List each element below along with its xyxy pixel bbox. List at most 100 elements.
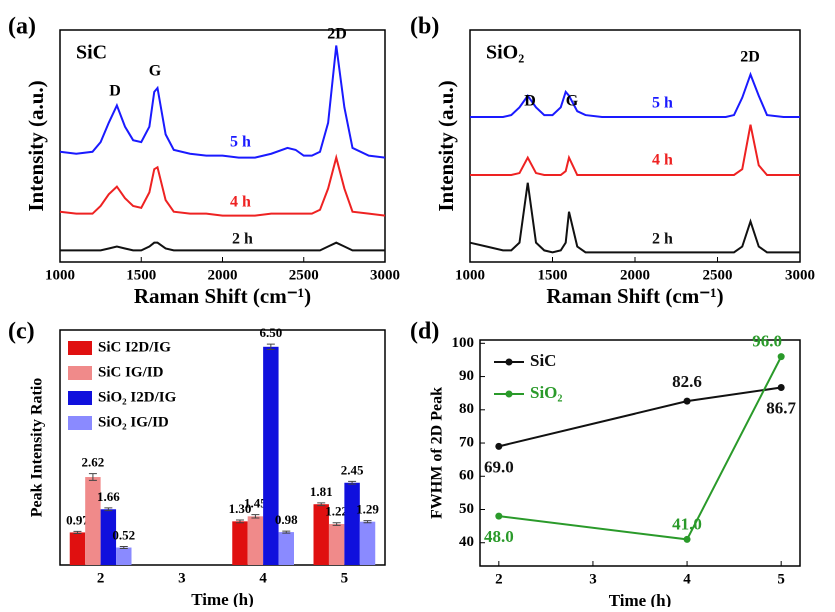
legend-label: SiC I2D/IG — [98, 339, 171, 355]
x-tick-label: 2500 — [289, 267, 319, 283]
legend-marker — [505, 358, 513, 366]
spectrum-line — [470, 71, 800, 118]
legend-label: SiO₂ I2D/IG — [98, 389, 177, 405]
value-label: 96.0 — [752, 332, 782, 351]
bar — [278, 532, 294, 565]
peak-label: 2D — [740, 49, 760, 66]
series-label: 4 h — [230, 194, 251, 211]
x-tick-label: 2 — [495, 571, 503, 587]
series-label: 2 h — [652, 231, 673, 248]
inset-label: SiO₂ — [486, 42, 524, 64]
y-tick-label: 40 — [459, 534, 474, 550]
point — [495, 512, 503, 520]
y-axis-title: Peak Intensity Ratio — [29, 378, 46, 518]
panel-label: (a) — [8, 14, 36, 40]
plot-frame — [479, 339, 801, 567]
series-label: 5 h — [230, 134, 251, 151]
y-tick-label: 80 — [459, 401, 474, 417]
error-bar — [266, 343, 275, 350]
value-label: 1.30 — [229, 501, 252, 516]
plot-frame — [59, 329, 386, 566]
x-tick-label: 1500 — [538, 267, 568, 283]
error-bar — [363, 520, 372, 524]
x-axis-title: Raman Shift (cm⁻¹) — [134, 284, 311, 308]
value-label: 2.62 — [82, 455, 105, 470]
spectrum-line — [470, 124, 800, 176]
bar — [328, 524, 345, 565]
x-tick-label: 3000 — [370, 267, 400, 283]
bar — [116, 547, 132, 565]
bar — [344, 482, 360, 565]
y-axis-title: Intensity (a.u.) — [434, 80, 458, 211]
panel-label: (c) — [8, 319, 35, 345]
x-tick-label: 2000 — [620, 267, 650, 283]
point — [683, 535, 691, 543]
bar — [247, 516, 264, 565]
x-axis-title: Time (h) — [609, 591, 672, 607]
series-label: 4 h — [652, 152, 673, 169]
value-label: 69.0 — [484, 457, 514, 476]
point — [495, 442, 503, 450]
peak-label: D — [109, 83, 121, 100]
value-label: 1.81 — [310, 484, 333, 499]
x-tick-label: 2000 — [208, 267, 238, 283]
x-tick-label: 1500 — [126, 267, 156, 283]
value-label: 0.98 — [275, 512, 298, 527]
x-tick-label: 3000 — [785, 267, 815, 283]
x-tick-label: 5 — [777, 571, 785, 587]
legend-label: SiC — [530, 351, 556, 370]
bar — [85, 477, 101, 565]
point — [683, 397, 691, 405]
error-bar — [282, 530, 291, 534]
point — [777, 384, 785, 392]
x-tick-label: 3 — [589, 571, 597, 587]
error-bar — [104, 507, 113, 512]
bar — [69, 532, 86, 565]
peak-label: G — [149, 63, 162, 80]
error-bar — [73, 530, 82, 534]
value-label: 2.45 — [341, 462, 364, 477]
value-label: 82.6 — [672, 372, 702, 391]
x-tick-label: 1000 — [455, 267, 485, 283]
peak-label: 2D — [327, 26, 347, 43]
bar — [263, 346, 279, 565]
x-tick-label: 5 — [341, 570, 349, 586]
legend-swatch — [68, 416, 92, 430]
spectrum-line — [469, 182, 800, 254]
value-label: 0.97 — [66, 512, 89, 527]
error-bar — [317, 502, 326, 507]
peak-label: D — [524, 93, 536, 110]
y-tick-label: 100 — [452, 335, 475, 351]
panel-label: (b) — [410, 14, 439, 40]
legend-label: SiO₂ — [530, 383, 563, 402]
y-tick-label: 60 — [459, 468, 474, 484]
error-bar — [348, 480, 357, 485]
peak-label: G — [566, 93, 579, 110]
inset-label: SiC — [76, 42, 107, 64]
legend-swatch — [68, 341, 92, 355]
error-bar — [88, 473, 97, 481]
y-tick-label: 50 — [459, 501, 474, 517]
x-tick-label: 1000 — [45, 267, 75, 283]
value-label: 1.29 — [356, 502, 379, 517]
y-tick-label: 90 — [459, 368, 474, 384]
bar — [359, 521, 376, 565]
series-label: 2 h — [232, 231, 253, 248]
legend-swatch — [68, 391, 92, 405]
y-axis-title: FWHM of 2D Peak — [429, 387, 446, 519]
x-tick-label: 3 — [178, 570, 186, 586]
bar — [313, 504, 329, 565]
bar — [100, 509, 117, 565]
value-label: 1.22 — [325, 504, 348, 519]
value-label: 6.50 — [259, 325, 282, 340]
x-tick-label: 4 — [259, 570, 267, 586]
bar — [232, 521, 248, 565]
error-bar — [235, 519, 244, 524]
legend-label: SiO₂ IG/ID — [98, 414, 169, 430]
series-label: 5 h — [652, 95, 673, 112]
x-tick-label: 2 — [97, 570, 105, 586]
value-label: 41.0 — [672, 514, 702, 533]
spectrum-line — [59, 45, 386, 159]
spectrum-line — [59, 153, 386, 217]
